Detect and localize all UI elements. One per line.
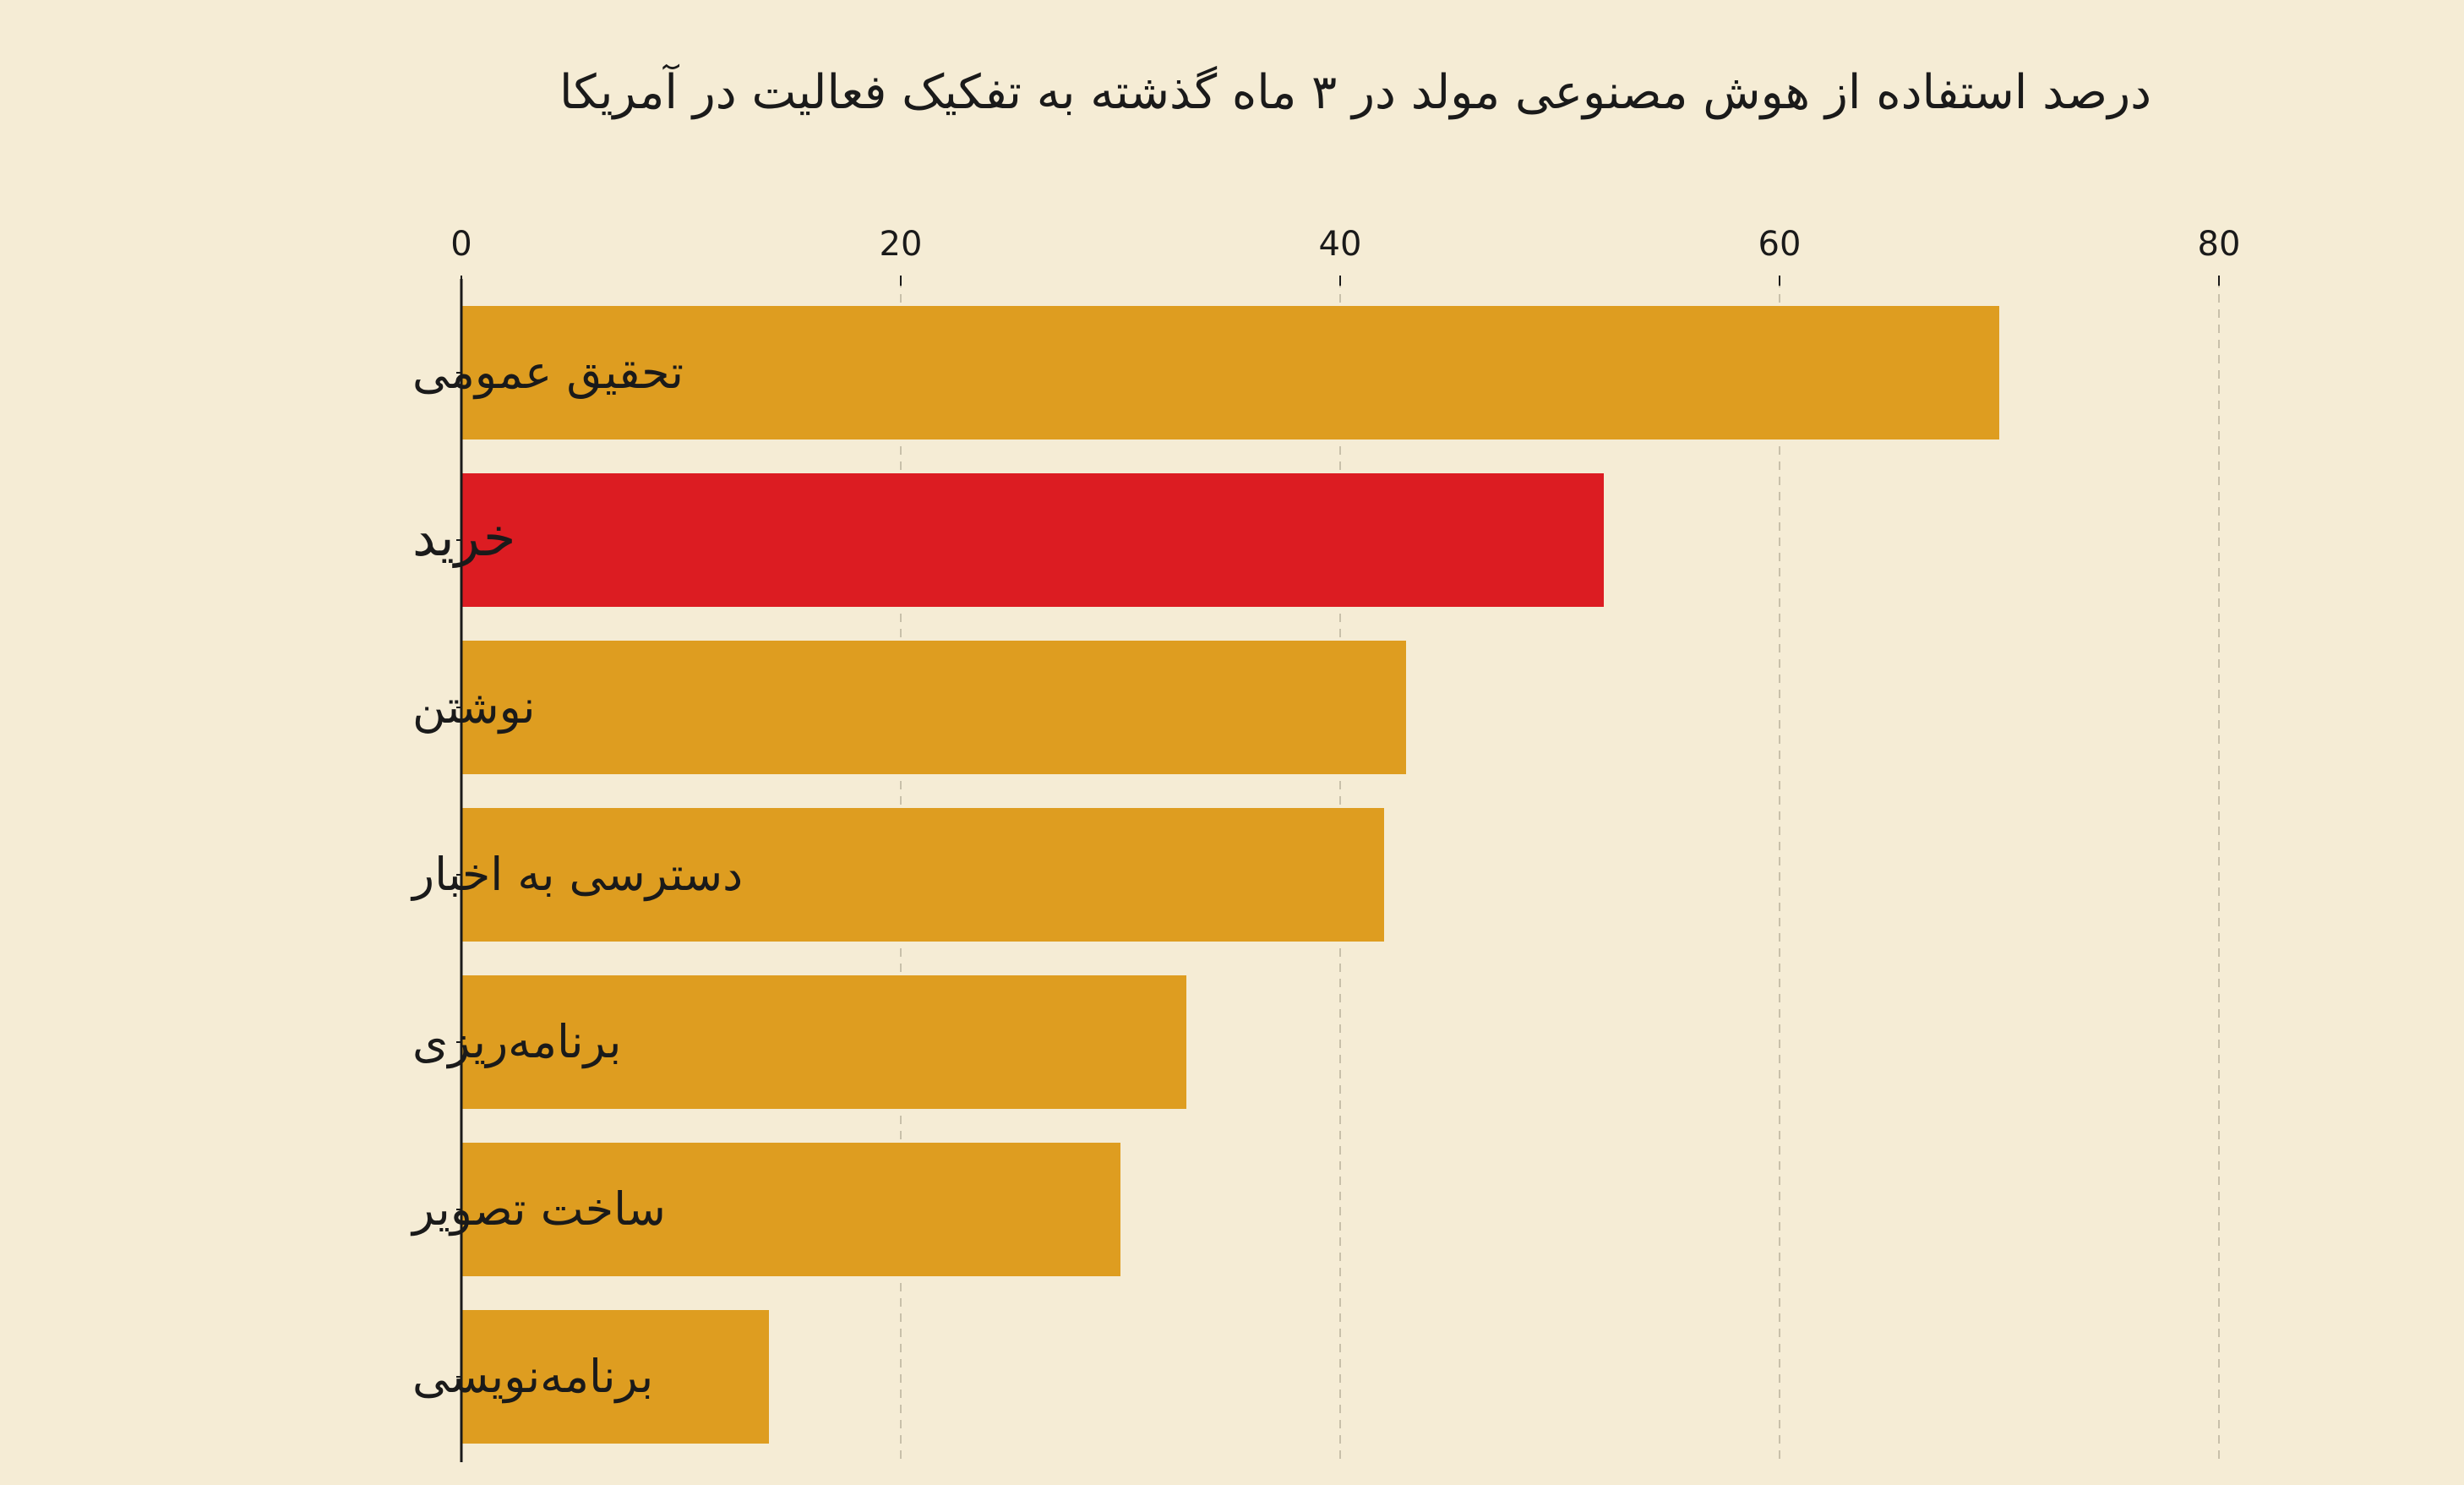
category-label: نوشتن — [412, 680, 536, 734]
bar — [461, 1143, 1120, 1276]
x-tick-label: 0 — [450, 225, 472, 264]
bars — [461, 306, 1999, 1444]
category-label: ساخت تصویر — [410, 1182, 666, 1236]
bar — [461, 1310, 769, 1444]
category-label: دسترسی به اخبار — [410, 848, 743, 901]
x-tick-label: 40 — [1319, 225, 1362, 264]
bar — [461, 641, 1406, 774]
bar — [461, 975, 1186, 1109]
x-tick-labels: 0 20 40 60 80 — [450, 225, 2240, 286]
bar — [461, 808, 1384, 942]
category-label: خرید — [412, 506, 515, 568]
x-tick-label: 80 — [2198, 225, 2241, 264]
x-tick-label: 20 — [880, 225, 923, 264]
category-label: برنامه‌نویسی — [412, 1350, 653, 1403]
category-label: برنامه‌ریزی — [412, 1015, 621, 1068]
bar — [461, 473, 1604, 607]
bar — [461, 306, 1999, 439]
chart-title: درصد استفاده از هوش مصنوعی مولد در ۳ ماه… — [559, 63, 2151, 120]
category-label: تحقیق عمومی — [412, 346, 684, 400]
category-labels: تحقیق عمومی خرید نوشتن دسترسی به اخبار برنام… — [410, 346, 743, 1403]
x-tick-label: 60 — [1758, 225, 1802, 264]
